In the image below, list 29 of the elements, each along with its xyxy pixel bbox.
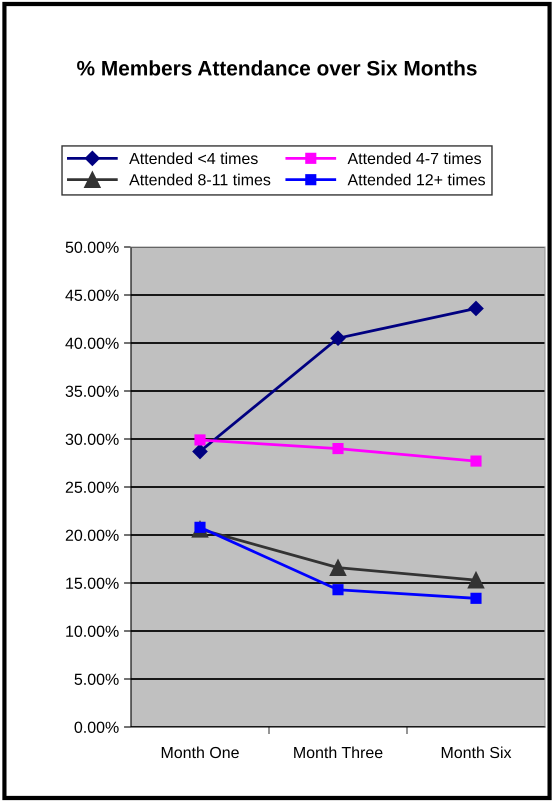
point [330,559,346,576]
point [194,434,206,446]
y-tick-label: 35.00% [66,386,119,397]
y-tick-label: 45.00% [65,290,119,301]
y-tick-label: 50.00% [66,242,119,253]
point [332,584,344,596]
point [468,572,484,588]
legend-label: Attended 4-7 times [348,152,482,164]
y-tick-label: 5.00% [74,674,119,685]
x-tick-label: Month Six [442,746,512,758]
point [470,456,482,467]
legend-label: Attended 8-11 times [129,174,270,186]
point [330,330,346,346]
point [332,443,344,454]
y-tick-label: 10.00% [66,626,119,637]
point [192,444,208,460]
y-tick-label: 40.00% [65,338,119,349]
legend-label: Attended 12+ times [348,174,486,186]
point [470,592,482,604]
x-tick-label: Month One [162,746,239,758]
y-tick-label: 20.00% [66,530,119,541]
y-tick-label: 25.00% [66,482,119,493]
y-tick-label: 15.00% [66,578,119,589]
point [468,300,484,316]
chart-title: % Members Attendance over Six Months [77,60,477,76]
legend-label: Attended <4 times [129,152,258,164]
x-tick-label: Month Three [294,746,382,758]
y-tick-label: 0.00% [74,722,119,733]
y-tick-label: 30.00% [66,434,119,445]
